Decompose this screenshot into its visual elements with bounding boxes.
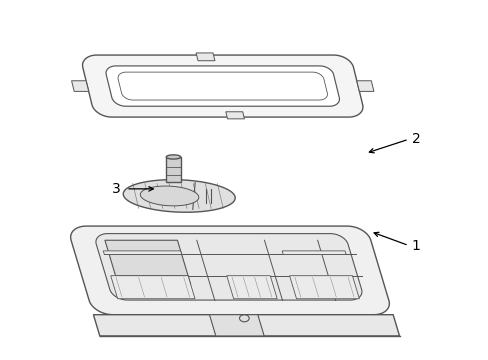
Polygon shape bbox=[140, 186, 199, 206]
Polygon shape bbox=[71, 81, 88, 91]
Polygon shape bbox=[82, 55, 362, 117]
Polygon shape bbox=[209, 315, 264, 336]
Polygon shape bbox=[115, 276, 190, 284]
Polygon shape bbox=[166, 157, 180, 183]
Polygon shape bbox=[105, 240, 188, 276]
Text: 1: 1 bbox=[411, 239, 420, 253]
Polygon shape bbox=[225, 112, 244, 119]
Polygon shape bbox=[226, 276, 277, 299]
Polygon shape bbox=[110, 276, 195, 299]
Polygon shape bbox=[118, 72, 327, 100]
Polygon shape bbox=[106, 66, 339, 106]
Text: 3: 3 bbox=[112, 182, 121, 196]
Polygon shape bbox=[356, 81, 373, 91]
Polygon shape bbox=[289, 276, 359, 299]
Polygon shape bbox=[96, 234, 361, 300]
Polygon shape bbox=[196, 53, 215, 61]
Polygon shape bbox=[103, 251, 182, 255]
Polygon shape bbox=[93, 315, 399, 336]
Polygon shape bbox=[166, 155, 180, 159]
Polygon shape bbox=[282, 251, 346, 255]
Polygon shape bbox=[70, 226, 388, 315]
Text: 2: 2 bbox=[411, 132, 420, 146]
Polygon shape bbox=[123, 180, 235, 212]
